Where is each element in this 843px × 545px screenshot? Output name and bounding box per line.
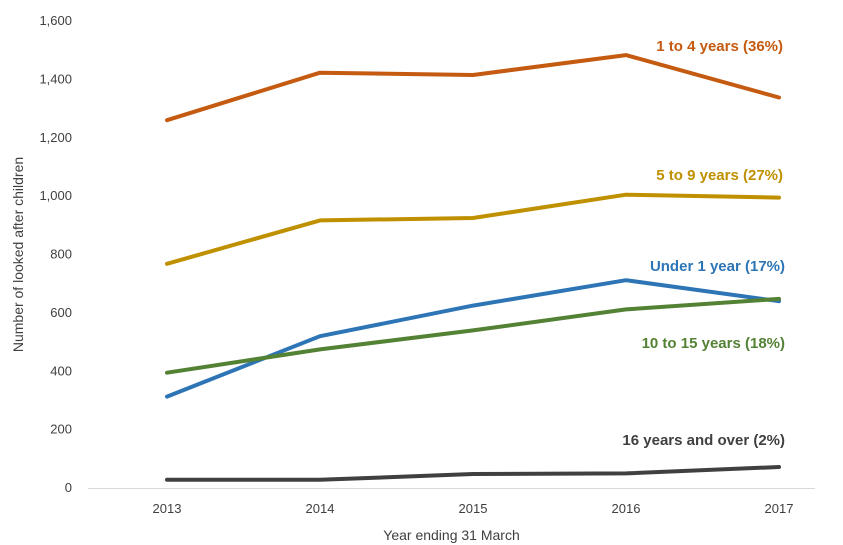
y-tick-label: 800 <box>50 247 72 262</box>
y-tick-label: 1,000 <box>39 188 72 203</box>
series-lines <box>165 53 781 482</box>
y-tick-label: 1,200 <box>39 130 72 145</box>
series-label: 16 years and over (2%) <box>622 432 785 449</box>
y-tick-label: 200 <box>50 422 72 437</box>
x-tick-label: 2014 <box>306 501 335 516</box>
x-tick-label: 2013 <box>153 501 182 516</box>
series-label: 5 to 9 years (27%) <box>656 167 783 184</box>
y-axis-title: Number of looked after children <box>10 157 26 352</box>
y-tick-label: 600 <box>50 305 72 320</box>
y-tick-label: 1,600 <box>39 13 72 28</box>
series-label: 1 to 4 years (36%) <box>656 38 783 55</box>
series-line <box>165 192 781 266</box>
series-label: 10 to 15 years (18%) <box>642 335 785 352</box>
x-axis-title: Year ending 31 March <box>383 527 519 543</box>
series-line <box>165 53 781 123</box>
series-labels: 1 to 4 years (36%) 5 to 9 years (27%) Unde… <box>622 38 785 449</box>
y-tick-label: 1,400 <box>39 71 72 86</box>
x-tick-label: 2016 <box>612 501 641 516</box>
x-tick-label: 2017 <box>765 501 794 516</box>
y-tick-label: 400 <box>50 363 72 378</box>
series-label: Under 1 year (17%) <box>650 258 785 275</box>
y-axis-ticks: 0 200 400 600 800 1,000 1,200 1,400 1,600 <box>39 13 72 495</box>
x-axis-ticks: 2013 2014 2015 2016 2017 <box>153 501 794 516</box>
x-tick-label: 2015 <box>459 501 488 516</box>
series-line <box>165 465 781 482</box>
y-tick-label: 0 <box>65 480 72 495</box>
series-line <box>165 296 781 375</box>
